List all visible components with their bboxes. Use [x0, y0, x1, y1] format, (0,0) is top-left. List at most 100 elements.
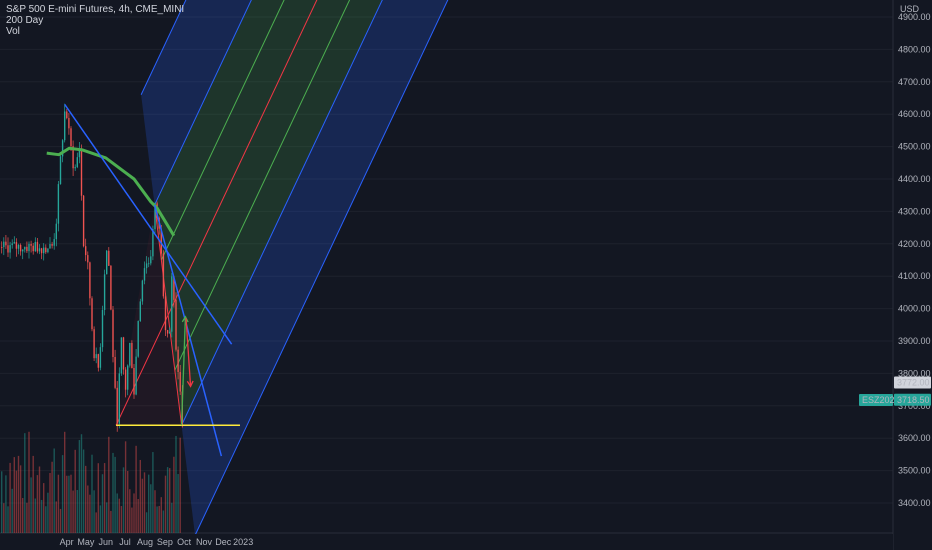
volume-bar — [139, 459, 141, 533]
candle-body — [106, 250, 108, 275]
candle-body — [32, 245, 34, 252]
candle-body — [72, 146, 74, 169]
candle-body — [152, 229, 154, 257]
volume-bar — [95, 512, 97, 533]
volume-bar — [5, 475, 7, 533]
candle-body — [91, 298, 93, 330]
candle-body — [66, 111, 68, 119]
candle-body — [95, 354, 97, 359]
volume-bar — [177, 474, 179, 533]
candle-body — [47, 248, 49, 253]
projection-arrow — [185, 318, 192, 387]
candle-body — [120, 337, 123, 374]
time-tick-label: Sep — [157, 537, 173, 547]
volume-bar — [59, 508, 62, 533]
candle-body — [133, 367, 135, 395]
candle-body — [118, 373, 120, 424]
pitchfork-triangle — [116, 204, 182, 426]
candle-body — [139, 301, 141, 322]
volume-bar — [72, 490, 74, 533]
price-tick-label: 4700.00 — [898, 77, 931, 87]
volume-bar — [158, 505, 160, 533]
candle-body — [55, 223, 57, 240]
pitchfork-inner-zone-center — [161, 0, 350, 371]
candle-body — [13, 242, 15, 244]
candle-body — [5, 241, 7, 246]
symbol-price-tag: ESZ2022 — [862, 395, 900, 405]
candle-body — [22, 249, 24, 252]
volume-bar — [91, 454, 93, 533]
price-tick-label: 4100.00 — [898, 271, 931, 281]
volume-bar — [53, 448, 55, 533]
price-tick-label: 4200.00 — [898, 239, 931, 249]
volume-bar — [179, 437, 181, 533]
volume-bar — [85, 465, 87, 533]
time-tick-label: Aug — [137, 537, 153, 547]
candle-body — [127, 365, 129, 390]
volume-bar — [38, 466, 41, 533]
candle-body — [64, 111, 66, 141]
projection-arrow — [180, 316, 187, 426]
time-tick-label: May — [77, 537, 95, 547]
volume-bar — [57, 474, 60, 533]
candle-body — [129, 342, 131, 366]
volume-bar — [24, 433, 26, 533]
candle-body — [124, 369, 127, 390]
volume-bar — [154, 490, 156, 533]
volume-bar — [32, 455, 34, 533]
candle-body — [135, 356, 137, 395]
candle-body — [171, 276, 173, 332]
candle-body — [112, 309, 114, 357]
volume-bar — [93, 490, 95, 533]
volume-bar — [82, 449, 85, 533]
price-tick-label: 3900.00 — [898, 336, 931, 346]
pitchfork-median-line — [115, 0, 318, 426]
volume-bar — [97, 463, 99, 533]
candle-body — [76, 157, 78, 168]
volume-bar — [171, 502, 173, 533]
candle-body — [28, 243, 30, 252]
volume-bar — [61, 455, 64, 533]
trend-line — [153, 204, 223, 457]
volume-bar — [30, 477, 32, 533]
candle-body — [3, 241, 5, 248]
volume-bar — [17, 455, 20, 533]
candle-body — [141, 280, 144, 302]
candle-body — [24, 246, 26, 250]
candle-body — [89, 262, 91, 299]
candle-body — [15, 242, 18, 249]
legend-symbol[interactable]: S&P 500 E-mini Futures, 4h, CME_MINI — [6, 4, 185, 15]
volume-bar — [133, 493, 135, 533]
volume-bar — [120, 506, 123, 533]
volume-bar — [108, 436, 110, 533]
volume-bar — [26, 502, 28, 533]
candle-body — [70, 128, 72, 147]
price-tick-label: 3600.00 — [898, 433, 931, 443]
candle-body — [19, 244, 22, 252]
candle-body — [7, 245, 9, 253]
candle-body — [166, 330, 169, 334]
pitchfork-inner-zone-bottom — [174, 0, 383, 426]
volume-bar — [7, 506, 9, 533]
legend-volume[interactable]: Vol — [6, 26, 20, 37]
volume-bar — [152, 452, 154, 533]
last-price-label: 3772.00 — [897, 377, 930, 387]
volume-bar — [164, 475, 167, 533]
candle-body — [51, 244, 53, 246]
volume-bar — [101, 474, 104, 533]
volume-bar — [80, 434, 83, 533]
candle-body — [148, 263, 150, 265]
candle-body — [101, 310, 104, 348]
time-tick-label: Nov — [196, 537, 213, 547]
volume-bar — [87, 485, 89, 533]
pitchfork-lower-tine — [181, 0, 383, 426]
price-tick-label: 4300.00 — [898, 206, 931, 216]
candle-body — [57, 184, 60, 224]
pitchfork-handle — [154, 204, 183, 426]
volume-bar — [143, 472, 146, 533]
time-tick-label: Oct — [177, 537, 192, 547]
legend-ma[interactable]: 200 Day — [6, 15, 44, 26]
candle-body — [169, 331, 171, 334]
